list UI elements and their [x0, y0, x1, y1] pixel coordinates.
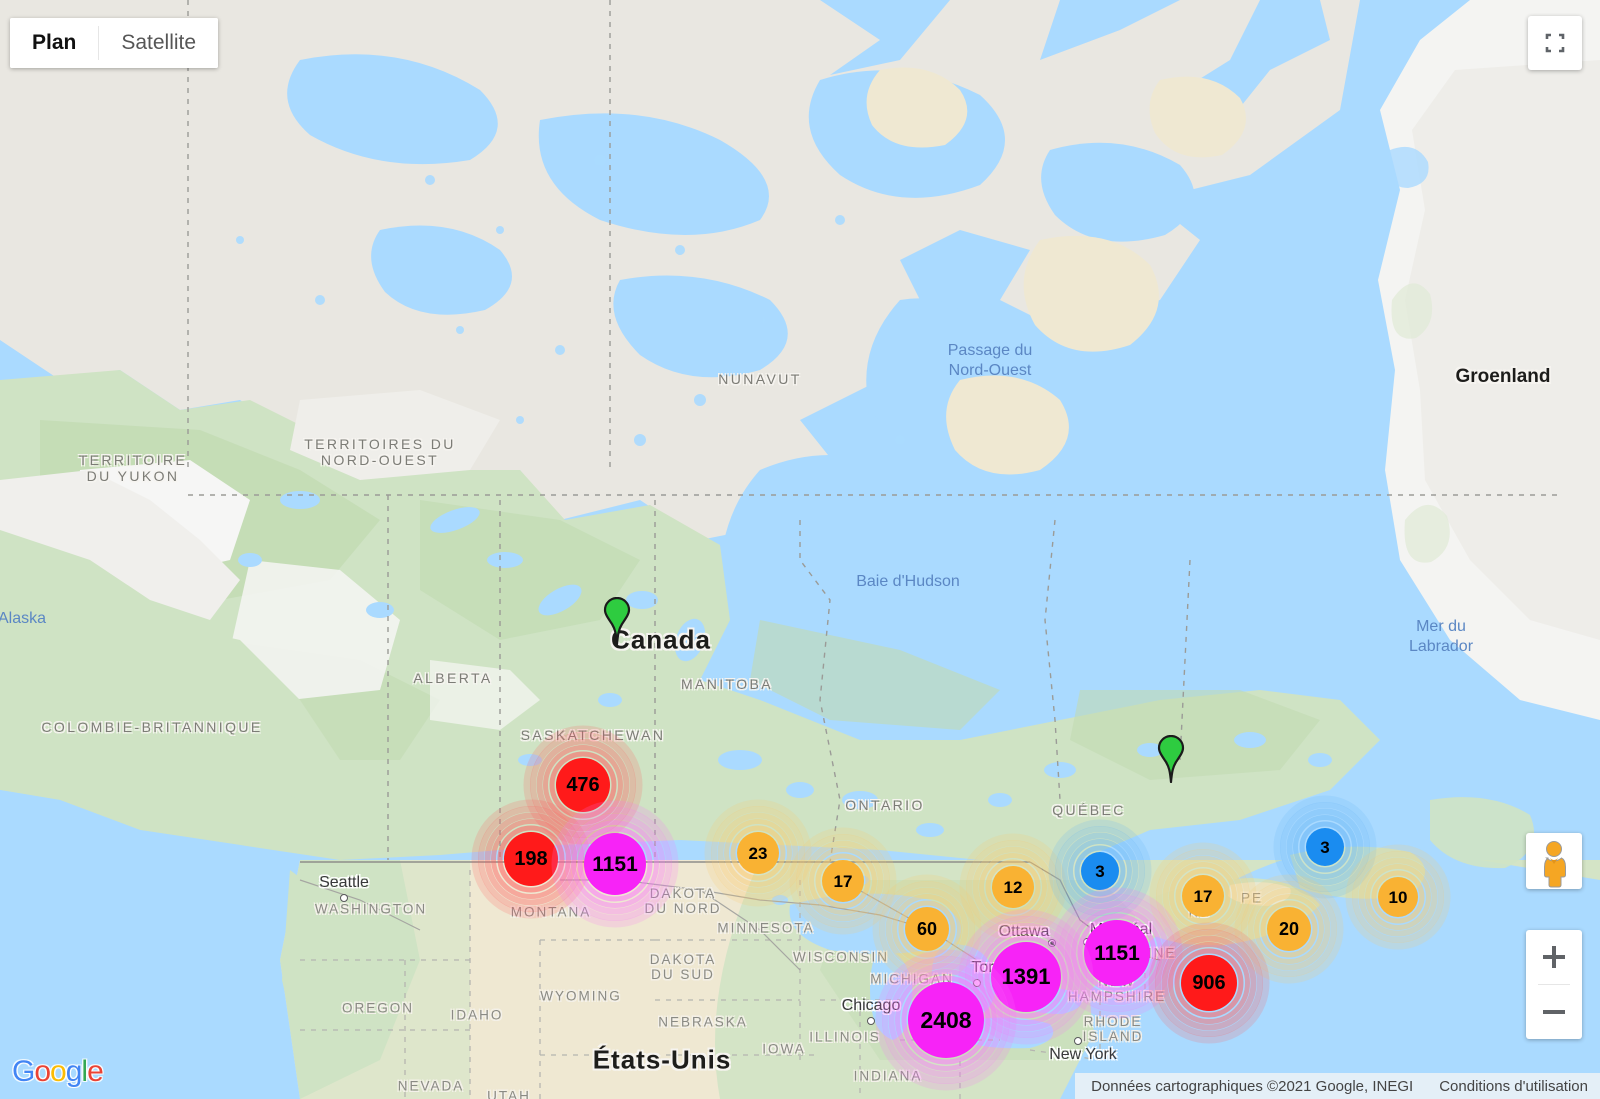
green-pin-quebec[interactable]: [1156, 734, 1186, 788]
cluster-pulse-ring: [1174, 948, 1244, 1018]
cluster-count-label: 1151: [584, 833, 646, 895]
cluster-marker-198[interactable]: 198: [471, 799, 591, 919]
google-logo-letter-g2: g: [65, 1055, 83, 1088]
cluster-count-label: 23: [737, 832, 779, 874]
zoom-out-button[interactable]: [1526, 985, 1582, 1039]
cluster-pulse-ring: [571, 820, 659, 908]
city-dot-5: [1074, 1037, 1082, 1045]
cluster-pulse-ring: [564, 813, 666, 915]
cluster-pulse-ring: [1161, 935, 1257, 1031]
cluster-pulse-ring: [1148, 922, 1270, 1044]
cluster-count-label: 2408: [908, 982, 984, 1058]
cluster-pulse-ring: [717, 812, 799, 894]
cluster-pulse-ring: [809, 847, 877, 915]
cluster-marker-17[interactable]: 17: [1149, 842, 1257, 950]
google-logo-letter-g1: G: [12, 1055, 35, 1088]
map-type-divider: [98, 26, 100, 60]
city-dot-0: [340, 894, 348, 902]
minus-icon: [1543, 1010, 1565, 1014]
cluster-pulse-ring: [1371, 870, 1425, 924]
cluster-pulse-ring: [875, 949, 1017, 1091]
plus-icon: [1543, 946, 1565, 968]
cluster-pulse-ring: [1345, 844, 1451, 950]
google-logo-letter-o1: o: [34, 1055, 51, 1088]
map-type-control[interactable]: Plan Satellite: [10, 18, 219, 68]
cluster-pulse-ring: [895, 969, 997, 1071]
cluster-pulse-ring: [1365, 864, 1431, 930]
map-pin-icon: [603, 596, 631, 646]
green-pin-central-canada[interactable]: [602, 596, 632, 650]
cluster-count-label: 17: [822, 860, 864, 902]
google-logo-letter-o2: o: [50, 1055, 67, 1088]
cluster-marker-1151[interactable]: 1151: [551, 800, 679, 928]
cluster-marker-17[interactable]: 17: [789, 827, 897, 935]
cluster-count-label: 12: [992, 866, 1034, 908]
cluster-pulse-ring: [1352, 851, 1444, 943]
cluster-pulse-ring: [1247, 887, 1331, 971]
cluster-marker-3[interactable]: 3: [1048, 819, 1152, 923]
cluster-marker-2408[interactable]: 2408: [875, 949, 1017, 1091]
zoom-control-divider: [1538, 984, 1570, 985]
cluster-pulse-ring: [551, 800, 679, 928]
cluster-pulse-ring: [802, 840, 884, 922]
cluster-pulse-ring: [724, 819, 792, 887]
zoom-in-button[interactable]: [1526, 930, 1582, 984]
cluster-marker-906[interactable]: 906: [1148, 922, 1270, 1044]
cluster-count-label: 198: [504, 832, 558, 886]
cluster-pulse-ring: [558, 807, 672, 921]
cluster-count-label: 10: [1378, 877, 1418, 917]
cluster-pulse-ring: [1241, 881, 1337, 977]
cluster-marker-60[interactable]: 60: [872, 874, 982, 984]
cluster-pulse-ring: [796, 834, 890, 928]
cluster-count-label: 17: [1182, 875, 1224, 917]
city-dot-1: [867, 1017, 875, 1025]
cluster-count-label: 906: [1181, 955, 1237, 1011]
cluster-count-label: 3: [1081, 852, 1119, 890]
cluster-pulse-ring: [1286, 808, 1364, 886]
cluster-marker-20[interactable]: 20: [1234, 874, 1344, 984]
map-type-plan-button[interactable]: Plan: [10, 18, 99, 68]
cluster-count-label: 1151: [1084, 920, 1150, 986]
cluster-marker-3[interactable]: 3: [1273, 795, 1377, 899]
fullscreen-button[interactable]: [1528, 16, 1582, 70]
cluster-pulse-ring: [577, 826, 653, 902]
street-view-pegman-icon: [1544, 841, 1566, 888]
cluster-pulse-ring: [1168, 942, 1250, 1024]
street-view-pegman-button[interactable]: [1526, 833, 1582, 889]
terms-of-use-link[interactable]: Conditions d'utilisation: [1439, 1077, 1588, 1095]
cluster-pulse-ring: [1358, 857, 1438, 937]
fullscreen-icon: [1545, 33, 1565, 53]
cluster-marker-12[interactable]: 12: [959, 833, 1067, 941]
cluster-pulse-ring: [730, 825, 786, 881]
cluster-pulse-ring: [1260, 900, 1318, 958]
cluster-pulse-ring: [888, 962, 1004, 1078]
google-logo-letter-e: e: [87, 1055, 104, 1088]
cluster-pulse-ring: [1175, 868, 1231, 924]
google-logo: Google: [12, 1055, 104, 1089]
map-pin-icon: [1157, 734, 1185, 784]
map-type-satellite-button[interactable]: Satellite: [99, 18, 219, 68]
cluster-marker-23[interactable]: 23: [704, 799, 812, 907]
map-data-credit: Données cartographiques ©2021 Google, IN…: [1091, 1077, 1414, 1095]
cluster-count-label: 20: [1267, 907, 1311, 951]
cluster-pulse-ring: [1155, 929, 1263, 1037]
cluster-pulse-ring: [789, 827, 897, 935]
map-attribution-bar: Données cartographiques ©2021 Google, IN…: [1075, 1073, 1600, 1099]
cluster-count-label: 60: [905, 907, 949, 951]
cluster-pulse-ring: [1254, 894, 1324, 964]
cluster-pulse-ring: [901, 975, 991, 1065]
zoom-control[interactable]: [1526, 930, 1582, 1039]
cluster-pulse-ring: [1299, 821, 1351, 873]
cluster-marker-10[interactable]: 10: [1345, 844, 1451, 950]
cluster-pulse-ring: [1293, 815, 1357, 879]
cluster-marker-1151[interactable]: 1151: [1051, 887, 1183, 1019]
google-logo-letter-l: l: [81, 1055, 88, 1088]
cluster-pulse-ring: [815, 853, 871, 909]
cluster-count-label: 3: [1306, 828, 1344, 866]
cluster-pulse-ring: [882, 956, 1010, 1084]
